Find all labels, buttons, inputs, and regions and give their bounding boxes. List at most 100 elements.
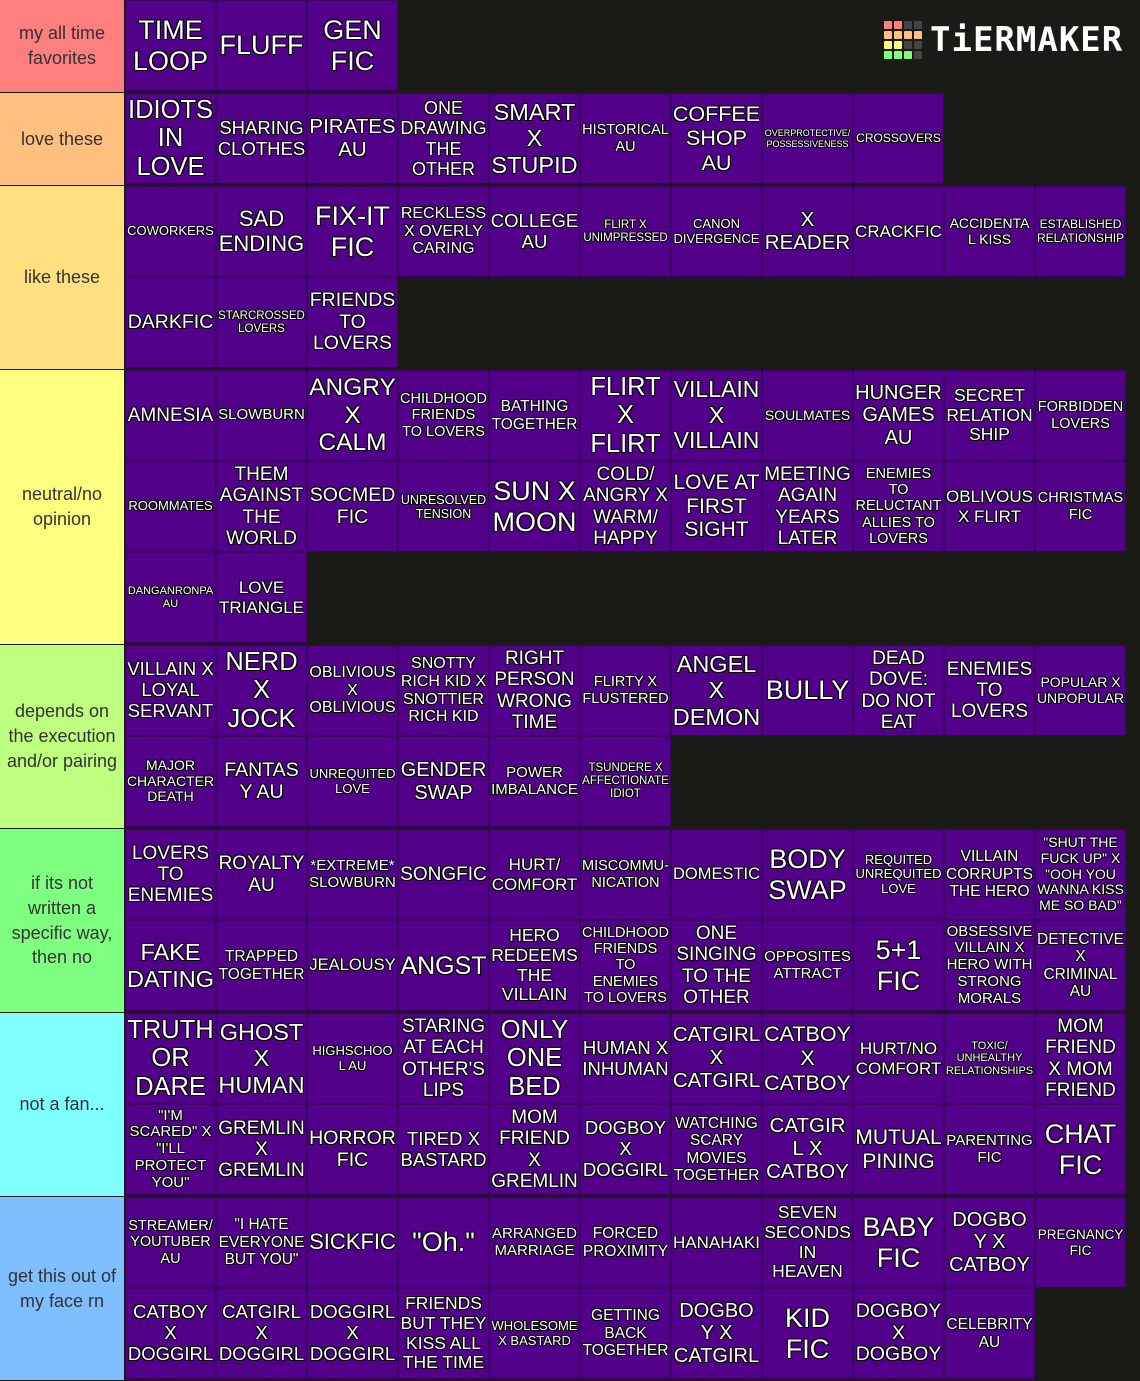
tier-item[interactable]: OVERPROTECTIVE/ POSSESSIVENESS <box>762 93 853 184</box>
tier-item[interactable]: REQUITED UNREQUITED LOVE <box>853 829 944 920</box>
tier-label[interactable]: get this out of my face rn <box>0 1197 124 1380</box>
tier-item[interactable]: ONE SINGING TO THE OTHER <box>671 920 762 1011</box>
tier-item[interactable]: MAJOR CHARACTER DEATH <box>125 736 216 827</box>
tier-item[interactable]: TIME LOOP <box>125 0 216 91</box>
tier-item[interactable]: SLOWBURN <box>216 370 307 461</box>
tier-item[interactable]: IDIOTS IN LOVE <box>125 93 216 184</box>
tier-item[interactable]: "Oh." <box>398 1197 489 1288</box>
tier-item[interactable]: COWORKERS <box>125 186 216 277</box>
tier-item[interactable]: THEM AGAINST THE WORLD <box>216 461 307 552</box>
tier-item[interactable]: SOCMED FIC <box>307 461 398 552</box>
tier-item[interactable]: ONLY ONE BED <box>489 1013 580 1104</box>
tier-item[interactable]: ROOMMATES <box>125 461 216 552</box>
tier-item[interactable]: TIRED X BASTARD <box>398 1104 489 1195</box>
tier-item[interactable]: JEALOUSY <box>307 920 398 1011</box>
tier-label[interactable]: my all time favorites <box>0 0 124 92</box>
tier-item[interactable]: FLUFF <box>216 0 307 91</box>
tier-item[interactable]: GREMLIN X GREMLIN <box>216 1104 307 1195</box>
tier-item[interactable]: GENDER SWAP <box>398 736 489 827</box>
tier-item[interactable]: MISCOMMU- NICATION <box>580 829 671 920</box>
tier-item[interactable]: AMNESIA <box>125 370 216 461</box>
tier-item[interactable]: HISTORICAL AU <box>580 93 671 184</box>
tier-item[interactable]: UNRESOLVED TENSION <box>398 461 489 552</box>
tier-item[interactable]: BABY FIC <box>853 1197 944 1288</box>
tier-item[interactable]: CHILDHOOD FRIENDS TO LOVERS <box>398 370 489 461</box>
tier-item[interactable]: POPULAR X UNPOPULAR <box>1035 645 1126 736</box>
tier-item[interactable]: TOXIC/ UNHEALTHY RELATIONSHIPS <box>944 1013 1035 1104</box>
tier-item[interactable]: FORBIDDEN LOVERS <box>1035 370 1126 461</box>
tier-item[interactable]: SNOTTY RICH KID X SNOTTIER RICH KID <box>398 645 489 736</box>
tier-item[interactable]: CATGIRL X DOGGIRL <box>216 1288 307 1379</box>
tier-label[interactable]: love these <box>0 93 124 185</box>
tier-item[interactable]: *EXTREME* SLOWBURN <box>307 829 398 920</box>
tier-item[interactable]: FANTASY AU <box>216 736 307 827</box>
tier-item[interactable]: DOGGIRL X DOGGIRL <box>307 1288 398 1379</box>
tier-item[interactable]: UNREQUITED LOVE <box>307 736 398 827</box>
tier-item[interactable]: HURT/NO COMFORT <box>853 1013 944 1104</box>
tier-item[interactable]: SECRET RELATION SHIP <box>944 370 1035 461</box>
tier-item[interactable]: MOM FRIEND X MOM FRIEND <box>1035 1013 1126 1104</box>
tier-item[interactable]: FORCED PROXIMITY <box>580 1197 671 1288</box>
tier-item[interactable]: OPPOSITES ATTRACT <box>762 920 853 1011</box>
tier-item[interactable]: FLIRTY X FLUSTERED <box>580 645 671 736</box>
tier-item[interactable]: ENEMIES TO RELUCTANT ALLIES TO LOVERS <box>853 461 944 552</box>
tier-item[interactable]: SMART X STUPID <box>489 93 580 184</box>
tier-item[interactable]: CHILDHOOD FRIENDS TO ENEMIES TO LOVERS <box>580 920 671 1011</box>
tier-item[interactable]: POWER IMBALANCE <box>489 736 580 827</box>
tier-item[interactable]: PARENTING FIC <box>944 1104 1035 1195</box>
tier-item[interactable]: ESTABLISHED RELATIONSHIP <box>1035 186 1126 277</box>
tier-item[interactable]: GEN FIC <box>307 0 398 91</box>
tier-item[interactable]: CELEBRITY AU <box>944 1288 1035 1379</box>
tier-item[interactable]: HUNGER GAMES AU <box>853 370 944 461</box>
tier-item[interactable]: "SHUT THE FUCK UP" X "OOH YOU WANNA KISS… <box>1035 829 1126 920</box>
tier-item[interactable]: HANAHAKI <box>671 1197 762 1288</box>
tier-item[interactable]: DOMESTIC <box>671 829 762 920</box>
tier-item[interactable]: "I HATE EVERYONE BUT YOU" <box>216 1197 307 1288</box>
tier-item[interactable]: CRACKFIC <box>853 186 944 277</box>
tier-label[interactable]: neutral/no opinion <box>0 370 124 644</box>
tier-item[interactable]: ROYALTY AU <box>216 829 307 920</box>
tier-item[interactable]: BULLY <box>762 645 853 736</box>
tier-item[interactable]: DOGBOY X CATBOY <box>944 1197 1035 1288</box>
tier-item[interactable]: OBLIVOUS X FLIRT <box>944 461 1035 552</box>
tier-item[interactable]: NERD X JOCK <box>216 645 307 736</box>
tier-item[interactable]: OBSESSIVE VILLAIN X HERO WITH STRONG MOR… <box>944 920 1035 1011</box>
tier-item[interactable]: CATBOY X CATBOY <box>762 1013 853 1104</box>
tier-item[interactable]: HORROR FIC <box>307 1104 398 1195</box>
tier-item[interactable]: STARCROSSED LOVERS <box>216 277 307 368</box>
tier-item[interactable]: STARING AT EACH OTHER'S LIPS <box>398 1013 489 1104</box>
tier-item[interactable]: WATCHING SCARY MOVIES TOGETHER <box>671 1104 762 1195</box>
tier-item[interactable]: DOGBOY X CATGIRL <box>671 1288 762 1379</box>
tier-item[interactable]: X READER <box>762 186 853 277</box>
tier-item[interactable]: ONE DRAWING THE OTHER <box>398 93 489 184</box>
tier-label[interactable]: like these <box>0 186 124 369</box>
tier-item[interactable]: ACCIDENTAL KISS <box>944 186 1035 277</box>
tier-item[interactable]: TRAPPED TOGETHER <box>216 920 307 1011</box>
tier-item[interactable]: SOULMATES <box>762 370 853 461</box>
tier-item[interactable]: ANGEL X DEMON <box>671 645 762 736</box>
tier-item[interactable]: CATGIRL X CATGIRL <box>671 1013 762 1104</box>
tier-item[interactable]: 5+1 FIC <box>853 920 944 1011</box>
tier-item[interactable]: DETECTIVE X CRIMINAL AU <box>1035 920 1126 1011</box>
tier-item[interactable]: DOGBOY X DOGBOY <box>853 1288 944 1379</box>
tier-item[interactable]: VILLAIN X LOYAL SERVANT <box>125 645 216 736</box>
tier-item[interactable]: LOVERS TO ENEMIES <box>125 829 216 920</box>
tier-item[interactable]: CATBOY X DOGGIRL <box>125 1288 216 1379</box>
tier-item[interactable]: BATHING TOGETHER <box>489 370 580 461</box>
tier-item[interactable]: DANGANRONPA AU <box>125 552 216 643</box>
tier-item[interactable]: MUTUAL PINING <box>853 1104 944 1195</box>
tier-item[interactable]: FLIRT X FLIRT <box>580 370 671 461</box>
tier-item[interactable]: SEVEN SECONDS IN HEAVEN <box>762 1197 853 1288</box>
tier-item[interactable]: FRIENDS TO LOVERS <box>307 277 398 368</box>
tier-item[interactable]: SUN X MOON <box>489 461 580 552</box>
tier-item[interactable]: ANGRY X CALM <box>307 370 398 461</box>
tier-item[interactable]: SAD ENDING <box>216 186 307 277</box>
tier-item[interactable]: SHARING CLOTHES <box>216 93 307 184</box>
tier-item[interactable]: FAKE DATING <box>125 920 216 1011</box>
tier-item[interactable]: VILLAIN X VILLAIN <box>671 370 762 461</box>
tier-item[interactable]: COLLEGE AU <box>489 186 580 277</box>
tier-item[interactable]: DOGBOY X DOGGIRL <box>580 1104 671 1195</box>
tier-item[interactable]: CANON DIVERGENCE <box>671 186 762 277</box>
tier-item[interactable]: GHOST X HUMAN <box>216 1013 307 1104</box>
tier-item[interactable]: COLD/ ANGRY X WARM/ HAPPY <box>580 461 671 552</box>
